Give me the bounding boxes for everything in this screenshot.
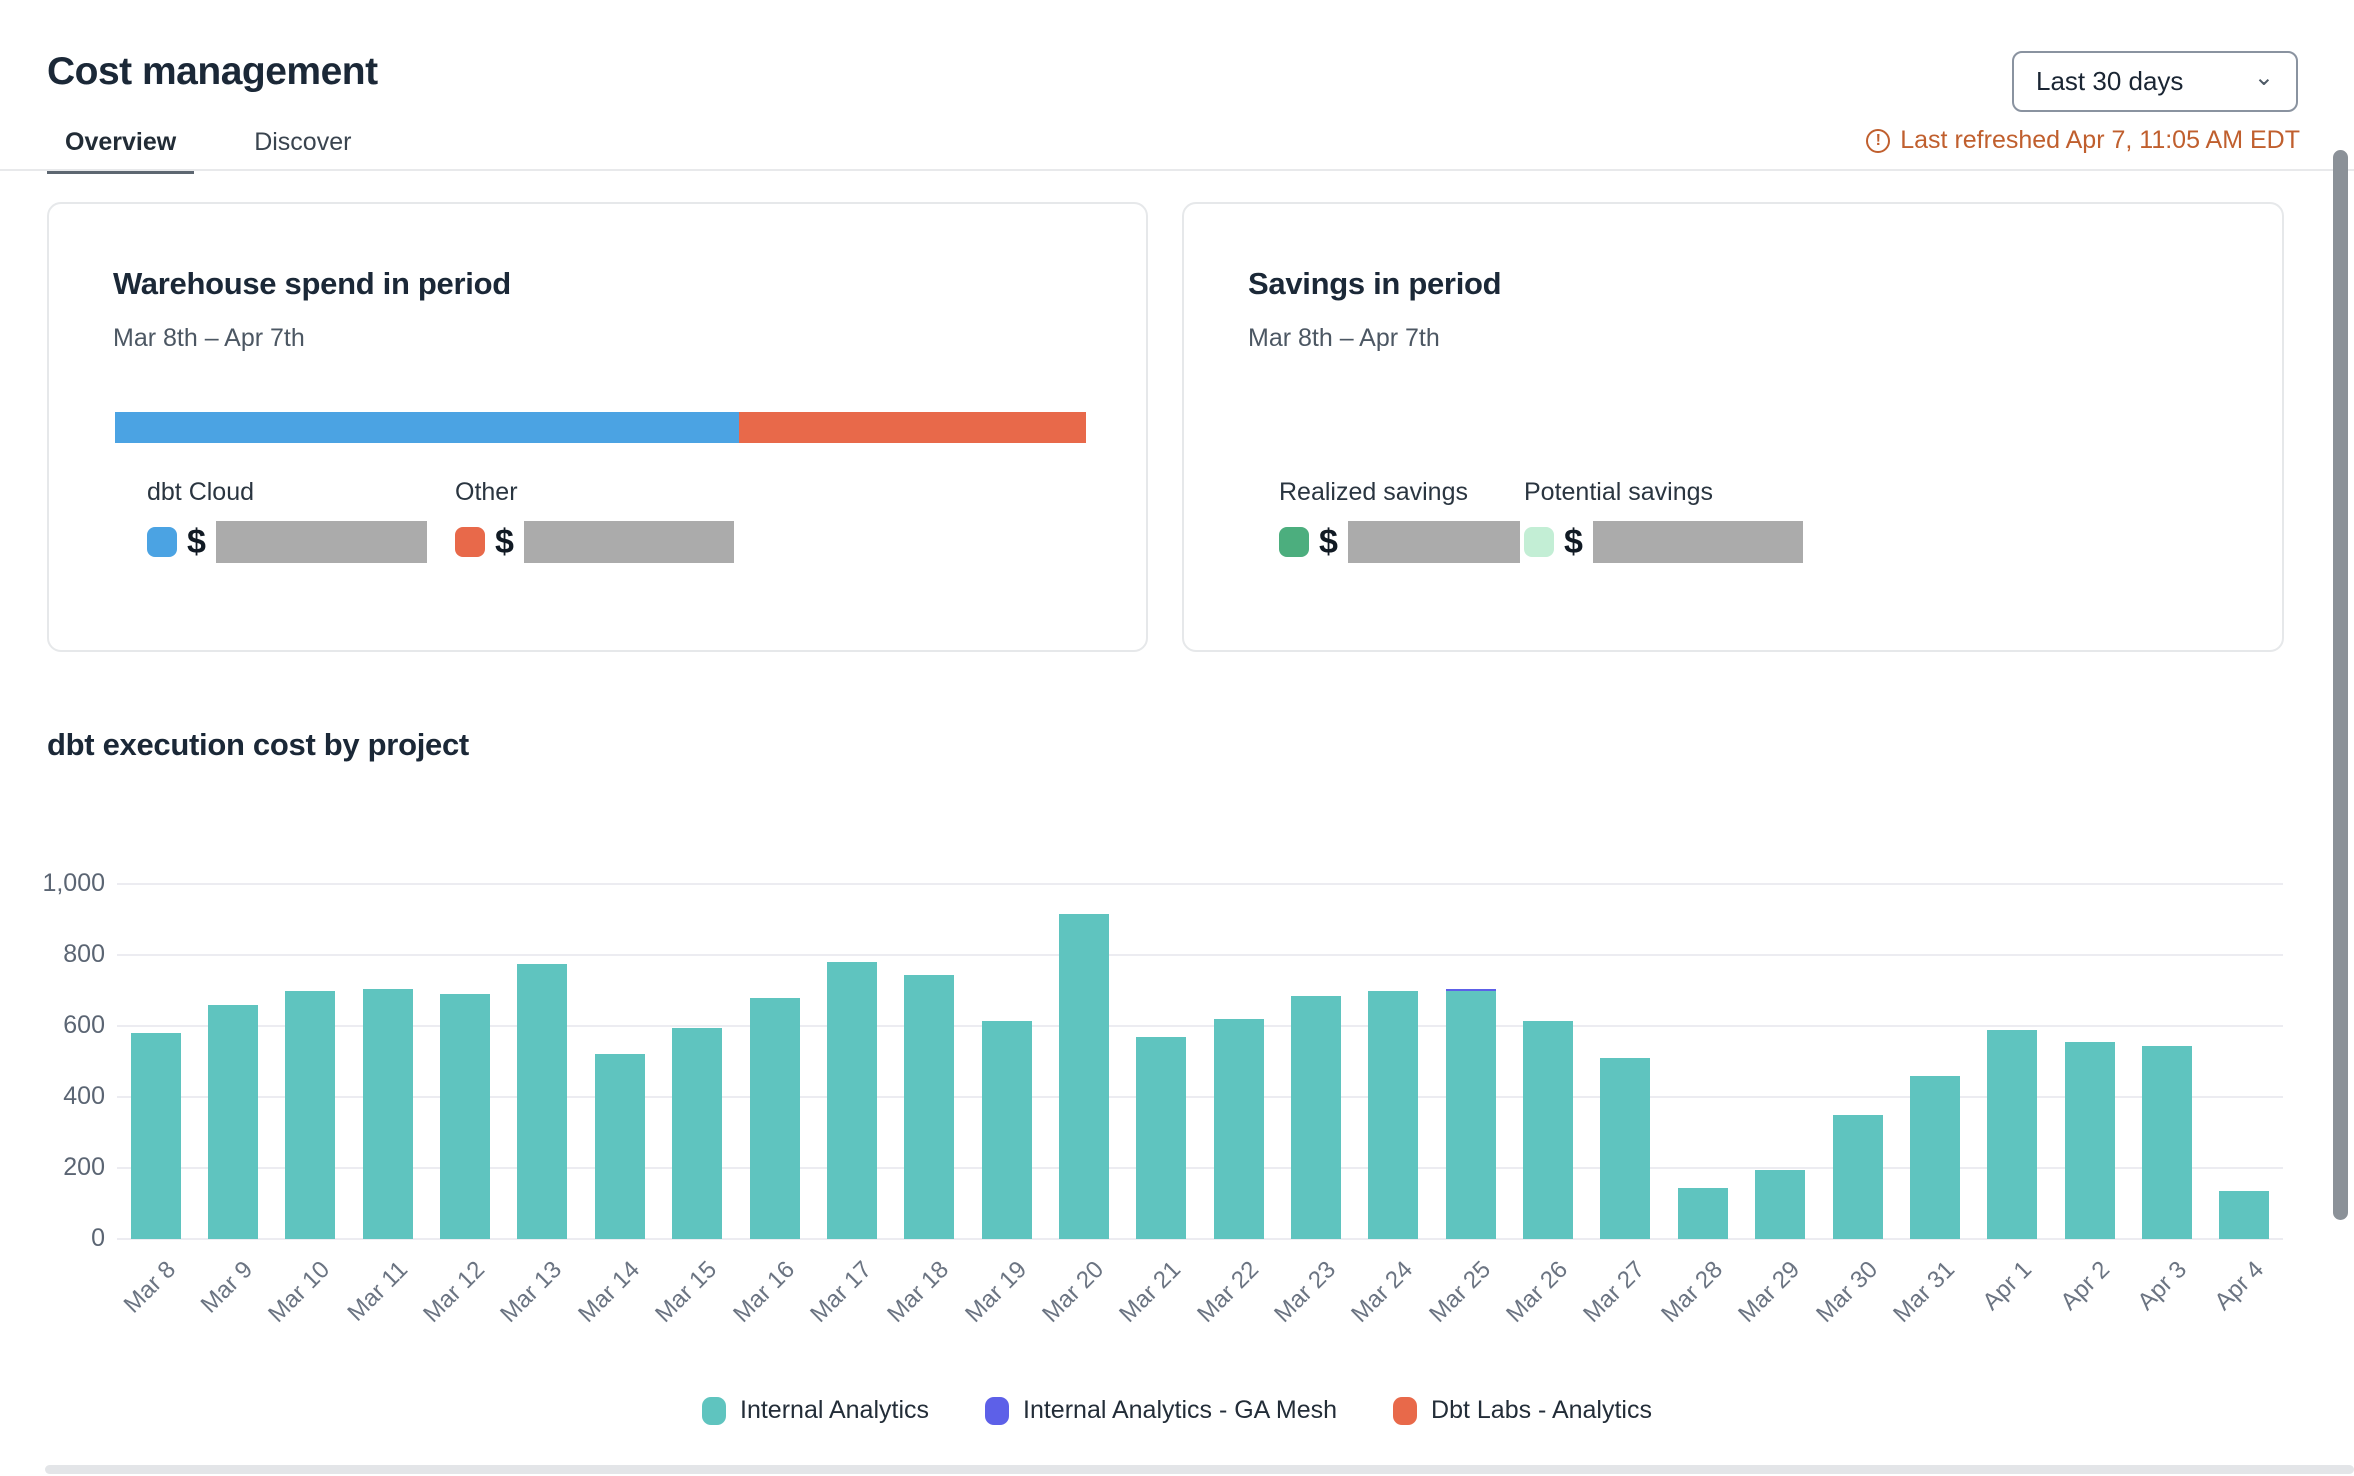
vertical-scrollbar[interactable]	[2333, 150, 2348, 1220]
kpi-label-other: Other	[455, 478, 518, 506]
tab-bar: Overview Discover	[47, 120, 369, 174]
redacted-value-box	[1347, 521, 1520, 563]
bar-internal-analytics-mar-21[interactable]	[1136, 1036, 1187, 1239]
legend-item-dbt-labs-analytics[interactable]: Dbt Labs - Analytics	[1393, 1396, 1652, 1425]
currency-symbol: $	[1319, 522, 1338, 561]
warehouse-card-period: Mar 8th – Apr 7th	[113, 324, 305, 352]
currency-symbol: $	[495, 522, 514, 561]
kpi-label-potential-savings: Potential savings	[1524, 478, 1714, 506]
legend-label: Internal Analytics - GA Mesh	[1023, 1396, 1338, 1424]
bar-internal-analytics-mar-15[interactable]	[672, 1027, 723, 1239]
legend-swatch-dbt-labs-analytics	[1393, 1396, 1418, 1425]
page-title: Cost management	[47, 50, 378, 94]
y-axis-tick-label: 200	[63, 1153, 105, 1181]
potential-savings-swatch	[1524, 527, 1554, 557]
bar-internal-analytics-mar-29[interactable]	[1755, 1169, 1806, 1239]
bar-internal-analytics-mar-30[interactable]	[1832, 1114, 1883, 1239]
bar-internal-analytics-mar-17[interactable]	[826, 962, 877, 1239]
y-axis-tick-label: 1,000	[42, 869, 105, 897]
bar-internal-analytics-mar-26[interactable]	[1523, 1020, 1574, 1239]
bar-internal-analytics-mar-9[interactable]	[208, 1004, 259, 1239]
redacted-value-box	[1592, 521, 1803, 563]
bar-internal-analytics-mar-20[interactable]	[1058, 914, 1109, 1239]
savings-card-title: Savings in period	[1248, 266, 1502, 301]
chart-y-axis: 0 200 400 600 800 1,000	[0, 869, 105, 1252]
other-swatch	[455, 527, 485, 557]
bar-internal-analytics-mar-31[interactable]	[1909, 1075, 1960, 1239]
spend-segment-dbt-cloud[interactable]	[115, 412, 740, 443]
warehouse-spend-card: Warehouse spend in period Mar 8th – Apr …	[47, 202, 1148, 652]
legend-item-internal-analytics[interactable]: Internal Analytics	[702, 1396, 929, 1425]
bar-internal-analytics-apr-1[interactable]	[1987, 1029, 2038, 1239]
tab-discover[interactable]: Discover	[254, 128, 352, 156]
tab-bar-divider	[0, 169, 2354, 171]
bar-internal-analytics-mar-23[interactable]	[1291, 995, 1342, 1239]
gridline	[117, 1096, 2283, 1098]
bar-internal-analytics-apr-2[interactable]	[2064, 1041, 2115, 1239]
gridline	[117, 1025, 2283, 1027]
last-refreshed-status: ! Last refreshed Apr 7, 11:05 AM EDT	[1866, 126, 2300, 155]
bar-internal-analytics-mar-11[interactable]	[362, 988, 413, 1239]
bar-internal-analytics-mar-28[interactable]	[1677, 1187, 1728, 1239]
tab-overview[interactable]: Overview	[47, 120, 195, 174]
chart-title: dbt execution cost by project	[47, 727, 469, 762]
bar-internal-analytics-mar-8[interactable]	[130, 1033, 181, 1239]
kpi-label-realized-savings: Realized savings	[1279, 478, 1468, 506]
legend-item-internal-analytics-ga-mesh[interactable]: Internal Analytics - GA Mesh	[985, 1396, 1337, 1425]
warehouse-stacked-bar[interactable]	[115, 412, 1086, 443]
currency-symbol: $	[1564, 522, 1583, 561]
dbt-cloud-swatch	[147, 527, 177, 557]
kpi-label-dbt-cloud: dbt Cloud	[147, 478, 255, 506]
warehouse-card-title: Warehouse spend in period	[113, 266, 511, 301]
bar-internal-analytics-mar-24[interactable]	[1368, 990, 1419, 1239]
gridline	[117, 954, 2283, 956]
spend-segment-other[interactable]	[739, 412, 1086, 443]
gridline	[117, 883, 2283, 885]
bar-internal-analytics-ga-mesh-mar-25[interactable]	[1445, 989, 1496, 992]
period-selector-value: Last 30 days	[2036, 66, 2184, 96]
bar-internal-analytics-apr-4[interactable]	[2219, 1191, 2270, 1239]
legend-swatch-internal-analytics	[702, 1396, 727, 1425]
redacted-value-box	[215, 521, 427, 563]
bar-internal-analytics-mar-14[interactable]	[594, 1054, 645, 1239]
bar-internal-analytics-mar-16[interactable]	[749, 997, 800, 1239]
chart-plot-area: Mar 8 Mar 9 Mar 10 Mar 11 Mar 12 Mar 13 Mar 14…	[117, 883, 2283, 1328]
y-axis-tick-label: 600	[63, 1011, 105, 1039]
bar-internal-analytics-mar-13[interactable]	[517, 963, 568, 1239]
kpi-value-potential-savings: $	[1524, 520, 1803, 564]
y-axis-tick-label: 800	[63, 940, 105, 968]
y-axis-tick-label: 400	[63, 1082, 105, 1110]
bar-internal-analytics-mar-27[interactable]	[1600, 1057, 1651, 1239]
savings-card: Savings in period Mar 8th – Apr 7th Real…	[1182, 202, 2284, 652]
y-axis-tick-label: 0	[91, 1224, 105, 1252]
period-selector-dropdown[interactable]: Last 30 days ⌄	[2012, 51, 2298, 112]
bar-internal-analytics-mar-12[interactable]	[440, 994, 491, 1239]
bar-internal-analytics-mar-19[interactable]	[981, 1020, 1032, 1239]
legend-label: Internal Analytics	[740, 1396, 930, 1424]
chevron-down-icon: ⌄	[2253, 63, 2274, 91]
bar-internal-analytics-mar-22[interactable]	[1213, 1018, 1264, 1239]
chart-legend: Internal Analytics Internal Analytics - G…	[0, 1396, 2354, 1425]
bar-internal-analytics-mar-18[interactable]	[904, 974, 955, 1239]
bar-internal-analytics-mar-25[interactable]	[1445, 991, 1496, 1239]
realized-savings-swatch	[1279, 527, 1309, 557]
gridline	[117, 1238, 2283, 1240]
horizontal-scrollbar[interactable]	[45, 1465, 2354, 1474]
savings-card-period: Mar 8th – Apr 7th	[1248, 324, 1440, 352]
bar-internal-analytics-apr-3[interactable]	[2141, 1045, 2192, 1239]
kpi-value-dbt-cloud: $	[147, 520, 427, 564]
redacted-value-box	[523, 521, 734, 563]
bar-internal-analytics-mar-10[interactable]	[285, 990, 336, 1239]
gridline	[117, 1167, 2283, 1169]
kpi-value-realized-savings: $	[1279, 520, 1520, 564]
currency-symbol: $	[187, 522, 206, 561]
kpi-value-other: $	[455, 520, 734, 564]
legend-swatch-internal-analytics-ga-mesh	[985, 1396, 1010, 1425]
last-refreshed-text: Last refreshed Apr 7, 11:05 AM EDT	[1900, 126, 2300, 154]
legend-label: Dbt Labs - Analytics	[1431, 1396, 1652, 1424]
warning-circle-icon: !	[1866, 128, 1891, 153]
